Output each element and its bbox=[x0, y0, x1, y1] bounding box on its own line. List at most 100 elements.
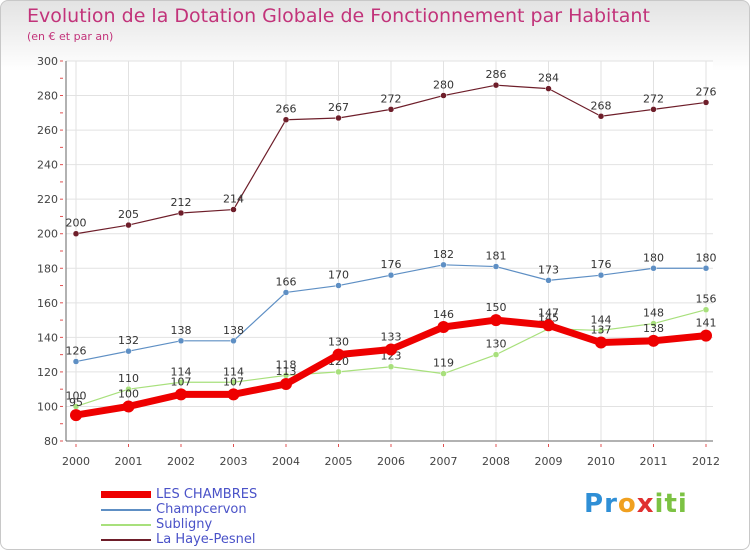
y-tick-label: 240 bbox=[37, 159, 58, 172]
data-label: 107 bbox=[223, 375, 244, 388]
data-label: 114 bbox=[171, 365, 192, 378]
data-label: 214 bbox=[223, 193, 244, 206]
data-label: 182 bbox=[433, 248, 454, 261]
data-point bbox=[122, 400, 135, 413]
data-point bbox=[387, 363, 395, 370]
data-point bbox=[440, 370, 447, 377]
data-label: 280 bbox=[433, 79, 454, 92]
data-point bbox=[125, 347, 132, 355]
x-tick-label: 2003 bbox=[220, 455, 248, 468]
y-tick-label: 100 bbox=[37, 400, 58, 413]
brand-letter: t bbox=[664, 489, 678, 519]
brand-letter: P bbox=[584, 489, 605, 519]
data-label: 156 bbox=[696, 293, 717, 306]
data-label: 284 bbox=[538, 72, 559, 85]
data-label: 137 bbox=[591, 324, 612, 337]
data-point bbox=[492, 263, 500, 270]
data-point bbox=[282, 289, 290, 296]
y-tick-label: 160 bbox=[37, 297, 58, 310]
data-label: 181 bbox=[486, 250, 507, 263]
data-point bbox=[702, 265, 710, 272]
x-tick-label: 2011 bbox=[640, 455, 668, 468]
y-tick-label: 120 bbox=[37, 366, 58, 379]
legend-label: Subligny bbox=[156, 517, 213, 532]
data-point bbox=[230, 337, 237, 345]
data-point bbox=[332, 348, 345, 361]
data-label: 180 bbox=[643, 251, 664, 264]
data-label: 141 bbox=[696, 317, 717, 330]
data-label: 130 bbox=[486, 338, 507, 351]
data-point bbox=[282, 116, 290, 123]
data-point bbox=[387, 106, 395, 113]
data-point bbox=[597, 113, 605, 120]
legend-swatch bbox=[101, 491, 151, 498]
data-label: 276 bbox=[696, 85, 717, 98]
data-label: 173 bbox=[538, 263, 559, 276]
data-label: 147 bbox=[538, 306, 559, 319]
x-tick-label: 2005 bbox=[325, 455, 353, 468]
data-label: 144 bbox=[591, 313, 612, 326]
data-point bbox=[72, 230, 80, 237]
y-tick-label: 80 bbox=[44, 435, 58, 448]
data-point bbox=[125, 385, 132, 393]
data-label: 286 bbox=[486, 68, 507, 81]
data-point bbox=[437, 321, 450, 333]
data-label: 180 bbox=[696, 251, 717, 264]
data-label: 272 bbox=[643, 92, 664, 105]
data-label: 200 bbox=[66, 217, 87, 230]
data-label: 205 bbox=[118, 208, 139, 221]
data-point bbox=[595, 336, 607, 349]
brand-letter: x bbox=[636, 489, 655, 519]
data-point bbox=[70, 409, 82, 422]
data-point bbox=[597, 327, 605, 334]
data-point bbox=[650, 265, 657, 272]
data-point bbox=[700, 329, 712, 342]
data-point bbox=[280, 378, 292, 390]
y-tick-label: 220 bbox=[37, 193, 58, 206]
data-label: 138 bbox=[643, 322, 664, 335]
data-label: 107 bbox=[171, 375, 192, 388]
data-label: 130 bbox=[328, 336, 349, 349]
data-label: 110 bbox=[118, 372, 139, 385]
data-point bbox=[177, 209, 185, 217]
data-label: 138 bbox=[171, 324, 192, 337]
data-label: 272 bbox=[381, 92, 402, 105]
x-tick-label: 2000 bbox=[62, 455, 90, 468]
y-tick-label: 280 bbox=[37, 90, 58, 103]
data-label: 146 bbox=[433, 308, 454, 321]
data-point bbox=[387, 271, 395, 279]
x-tick-label: 2010 bbox=[587, 455, 615, 468]
data-label: 113 bbox=[276, 365, 297, 378]
data-label: 100 bbox=[118, 387, 139, 400]
legend-swatch bbox=[101, 524, 151, 526]
data-point bbox=[385, 343, 397, 356]
data-point bbox=[650, 320, 657, 327]
data-point bbox=[545, 85, 552, 92]
data-label: 138 bbox=[223, 324, 244, 337]
legend-label: Champcervon bbox=[156, 502, 247, 517]
data-point bbox=[335, 368, 342, 376]
y-tick-label: 300 bbox=[37, 55, 58, 68]
data-point bbox=[542, 319, 555, 332]
data-point bbox=[177, 379, 185, 386]
chart-subtitle: (en € et par an) bbox=[27, 30, 114, 43]
data-label: 266 bbox=[276, 103, 297, 116]
legend-label: LES CHAMBRES bbox=[156, 487, 258, 502]
data-point bbox=[227, 388, 240, 401]
data-point bbox=[335, 114, 342, 122]
data-point bbox=[230, 206, 237, 213]
x-tick-label: 2012 bbox=[692, 455, 720, 468]
data-point bbox=[440, 261, 447, 269]
x-tick-label: 2006 bbox=[377, 455, 405, 468]
data-point bbox=[647, 334, 660, 347]
data-label: 170 bbox=[328, 269, 349, 282]
data-label: 119 bbox=[433, 357, 454, 370]
y-tick-label: 200 bbox=[37, 228, 58, 241]
data-point bbox=[72, 358, 80, 365]
data-label: 100 bbox=[66, 389, 87, 402]
data-label: 176 bbox=[591, 258, 612, 271]
legend-label: La Haye-Pesnel bbox=[156, 532, 256, 547]
data-point bbox=[597, 271, 605, 279]
x-tick-label: 2001 bbox=[115, 455, 143, 468]
